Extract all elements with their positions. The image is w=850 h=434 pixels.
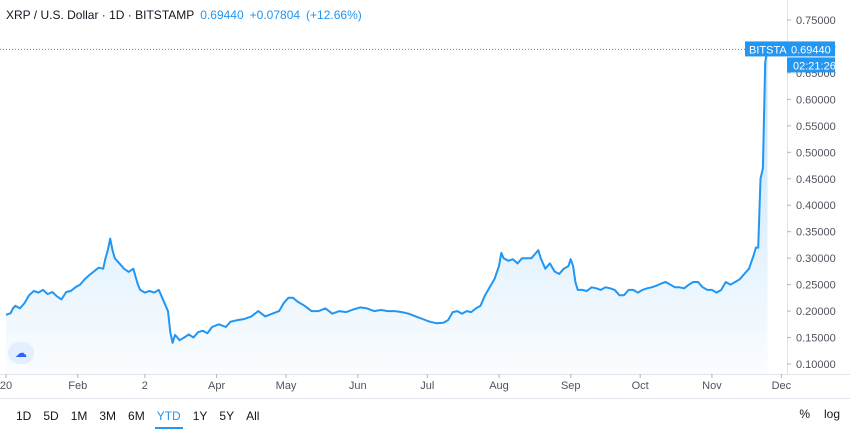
range-button-1y[interactable]: 1Y xyxy=(192,409,208,423)
countdown-tag xyxy=(787,57,835,73)
range-button-6m[interactable]: 6M xyxy=(128,409,145,423)
y-tick-label: 0.25000 xyxy=(796,280,836,292)
y-tick-label: 0.45000 xyxy=(796,174,836,186)
range-button-3m[interactable]: 3M xyxy=(99,409,117,423)
exchange-tag xyxy=(745,41,787,57)
price-change: +0.07804 xyxy=(249,8,301,22)
x-tick-label: 2 xyxy=(142,380,148,392)
y-tick-label: 0.75000 xyxy=(796,15,836,27)
series-area-fill xyxy=(6,49,768,374)
x-axis[interactable]: 20 Feb 2 Apr May Jun Jul Aug Sep Oct Nov Dec xyxy=(0,374,850,392)
range-button-5y[interactable]: 5Y xyxy=(219,409,235,423)
y-tick-label: 0.55000 xyxy=(796,121,836,133)
tradingview-logo-icon[interactable]: ☁ xyxy=(8,342,34,364)
price-chart[interactable]: 0.10000 0.15000 0.20000 0.25000 0.30000 0.350… xyxy=(0,0,850,398)
y-tick-label: 0.60000 xyxy=(796,94,836,106)
y-tick-label: 0.15000 xyxy=(796,333,836,345)
x-tick-label: Feb xyxy=(68,380,87,392)
x-tick-label: Oct xyxy=(632,380,649,392)
y-tick-label: 0.30000 xyxy=(796,253,836,265)
percent-scale-button[interactable]: % xyxy=(799,407,810,421)
last-price: 0.69440 xyxy=(200,8,244,22)
price-tag-value: 0.69440 xyxy=(791,44,831,56)
price-change-percent: (+12.66%) xyxy=(306,8,362,22)
date-range-selector: 1D 5D 1M 3M 6M YTD 1Y 5Y All xyxy=(10,407,265,429)
range-button-1m[interactable]: 1M xyxy=(70,409,88,423)
x-tick-label: Nov xyxy=(702,380,722,392)
x-tick-label: 20 xyxy=(0,380,12,392)
x-tick-label: Jul xyxy=(420,380,434,392)
price-tag xyxy=(787,41,835,57)
x-tick-label: Dec xyxy=(772,380,792,392)
x-tick-label: Sep xyxy=(561,380,581,392)
x-tick-label: May xyxy=(276,380,297,392)
series-line xyxy=(5,48,769,344)
y-tick-label: 0.35000 xyxy=(796,227,836,239)
x-tick-label: Jun xyxy=(349,380,367,392)
range-button-5d[interactable]: 5D xyxy=(43,409,59,423)
y-tick-label: 0.20000 xyxy=(796,306,836,318)
x-tick-label: Apr xyxy=(208,380,225,392)
y-tick-label: 0.50000 xyxy=(796,147,836,159)
range-button-ytd[interactable]: YTD xyxy=(151,407,187,429)
scale-options: % log xyxy=(799,407,840,421)
series-layer xyxy=(5,48,769,374)
range-button-all[interactable]: All xyxy=(246,409,260,423)
y-tick-label: 0.40000 xyxy=(796,200,836,212)
log-scale-button[interactable]: log xyxy=(823,407,840,421)
y-tick-label: 0.10000 xyxy=(796,359,836,371)
bottom-toolbar: 1D 5D 1M 3M 6M YTD 1Y 5Y All % log xyxy=(0,398,850,434)
chart-legend: XRP / U.S. Dollar · 1D · BITSTAMP 0.6944… xyxy=(6,8,362,22)
range-button-1d[interactable]: 1D xyxy=(16,409,32,423)
symbol-title: XRP / U.S. Dollar · 1D · BITSTAMP xyxy=(6,8,195,22)
y-axis[interactable]: 0.10000 0.15000 0.20000 0.25000 0.30000 0.350… xyxy=(787,0,836,374)
countdown-value: 02:21:26 xyxy=(793,60,836,72)
x-tick-label: Aug xyxy=(489,380,509,392)
